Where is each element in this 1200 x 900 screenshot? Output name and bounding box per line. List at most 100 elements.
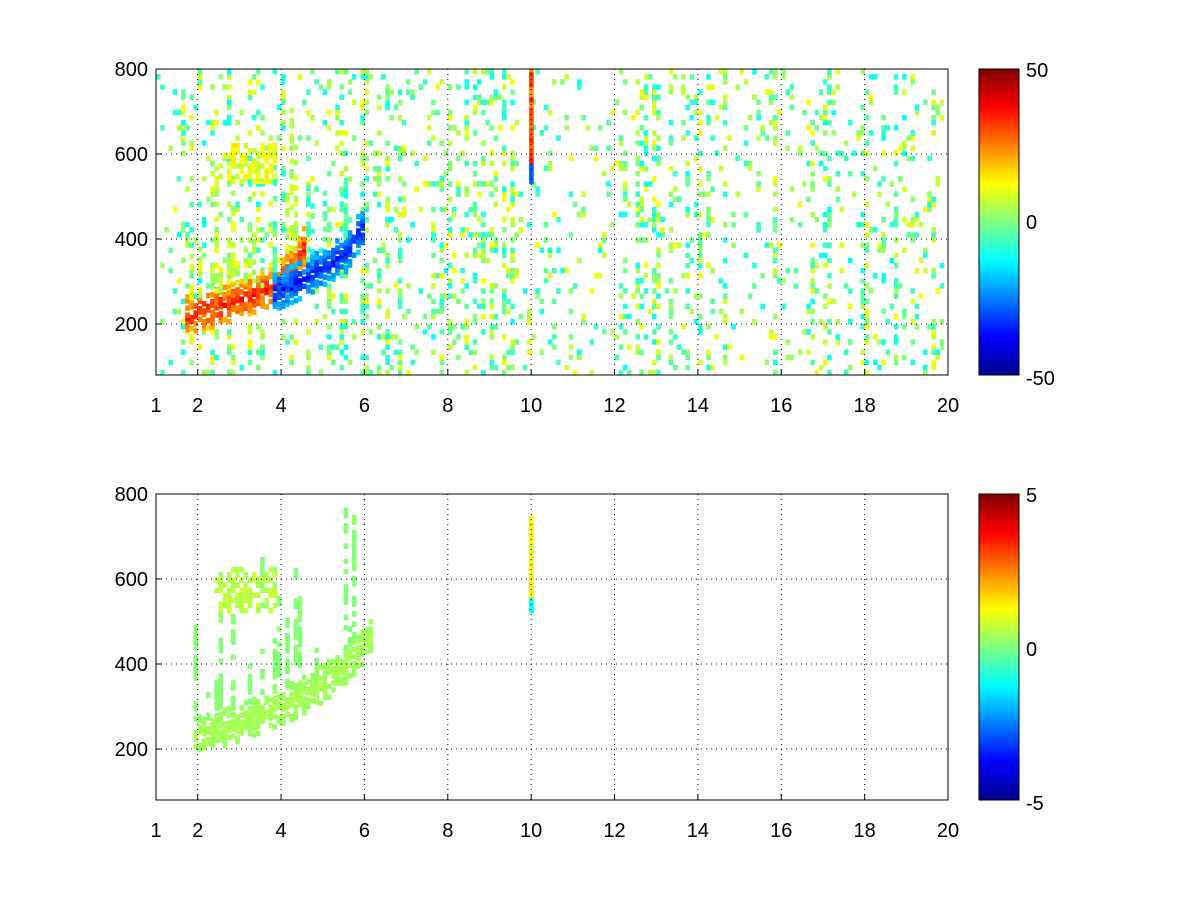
heatmap-cell [318,266,324,272]
heatmap-cell [306,704,311,710]
heatmap-cell [343,177,349,184]
heatmap-cell [239,300,244,306]
heatmap-cell [268,222,274,228]
heatmap-cell [256,364,261,371]
heatmap-cell [360,99,365,106]
heatmap-cell [552,211,557,218]
heatmap-cell [268,201,274,207]
heatmap-cell [247,349,253,355]
heatmap-cell [447,125,453,131]
heatmap-cell [556,216,561,223]
heatmap-cell [364,649,369,655]
heatmap-cell [218,699,224,705]
heatmap-cell [235,305,240,311]
heatmap-cell [289,285,294,291]
heatmap-cell [214,201,219,207]
heatmap-cell [201,369,207,376]
heatmap-cell [343,237,349,243]
heatmap-cell [218,74,224,80]
x-tick-label: 6 [359,820,370,842]
heatmap-cell [502,303,507,310]
heatmap-cell [643,74,649,80]
heatmap-cell [635,109,640,116]
heatmap-cell [376,165,382,172]
heatmap-cell [818,364,824,371]
heatmap-cell [326,303,332,310]
heatmap-cell [289,138,294,144]
heatmap-cell [693,94,699,100]
heatmap-cell [460,267,465,274]
heatmap-cell [314,265,319,271]
heatmap-cell [193,634,199,641]
heatmap-cell [627,313,632,320]
heatmap-cell [893,160,899,167]
heatmap-cell [193,655,199,661]
heatmap-cell [322,249,328,255]
heatmap-cell [472,201,478,208]
heatmap-cell [902,74,907,80]
heatmap-cell [510,278,515,284]
heatmap-cell [489,94,495,100]
heatmap-cell [260,329,265,335]
heatmap-cell [931,114,936,121]
heatmap-cell [297,74,303,80]
heatmap-cell [243,291,249,297]
heatmap-cell [235,173,240,180]
heatmap-cell [502,191,507,197]
heatmap-cell [564,74,570,80]
heatmap-cell [368,626,374,632]
heatmap-cell [226,734,232,740]
heatmap-cell [218,607,224,614]
heatmap-cell [706,171,711,177]
heatmap-cell [397,155,403,162]
heatmap-cell [222,302,228,308]
heatmap-cell [718,165,724,172]
heatmap-cell [335,109,340,116]
heatmap-cell [547,273,553,279]
heatmap-cell [197,246,203,252]
heatmap-cell [481,69,486,75]
heatmap-cell [672,334,678,340]
heatmap-cell [843,140,849,146]
heatmap-cell [218,688,224,695]
heatmap-cell [214,727,219,733]
heatmap-cell [210,735,215,742]
heatmap-cell [201,720,207,726]
heatmap-cell [360,329,365,335]
heatmap-cell [289,695,294,701]
heatmap-cell [310,264,315,270]
heatmap-cell [276,257,282,264]
heatmap-cell [214,175,219,182]
heatmap-cell [206,712,211,719]
heatmap-cell [276,672,282,678]
heatmap-cell [456,181,461,187]
heatmap-cell [743,160,749,167]
heatmap-cell [639,349,645,355]
heatmap-cell [256,730,261,737]
heatmap-cell [226,290,232,296]
heatmap-cell [310,683,315,690]
heatmap-cell [201,176,207,182]
heatmap-cell [181,227,186,233]
heatmap-cell [360,303,365,310]
heatmap-cell [235,148,240,154]
heatmap-cell [910,74,916,80]
heatmap-cell [589,339,595,345]
heatmap-cell [643,84,649,90]
heatmap-cell [364,631,369,637]
heatmap-cell [447,232,453,238]
heatmap-cell [197,201,203,208]
heatmap-cell [597,273,603,279]
heatmap-cell [268,273,274,280]
heatmap-cell [189,325,194,332]
heatmap-cell [685,354,690,361]
heatmap-cell [910,288,916,294]
heatmap-cell [343,240,349,246]
heatmap-cell [464,84,470,90]
heatmap-cell [281,289,286,295]
heatmap-cell [927,324,932,330]
heatmap-cell [923,99,928,106]
heatmap-cell [789,94,795,100]
heatmap-cell [201,727,207,733]
heatmap-cell [618,160,624,167]
